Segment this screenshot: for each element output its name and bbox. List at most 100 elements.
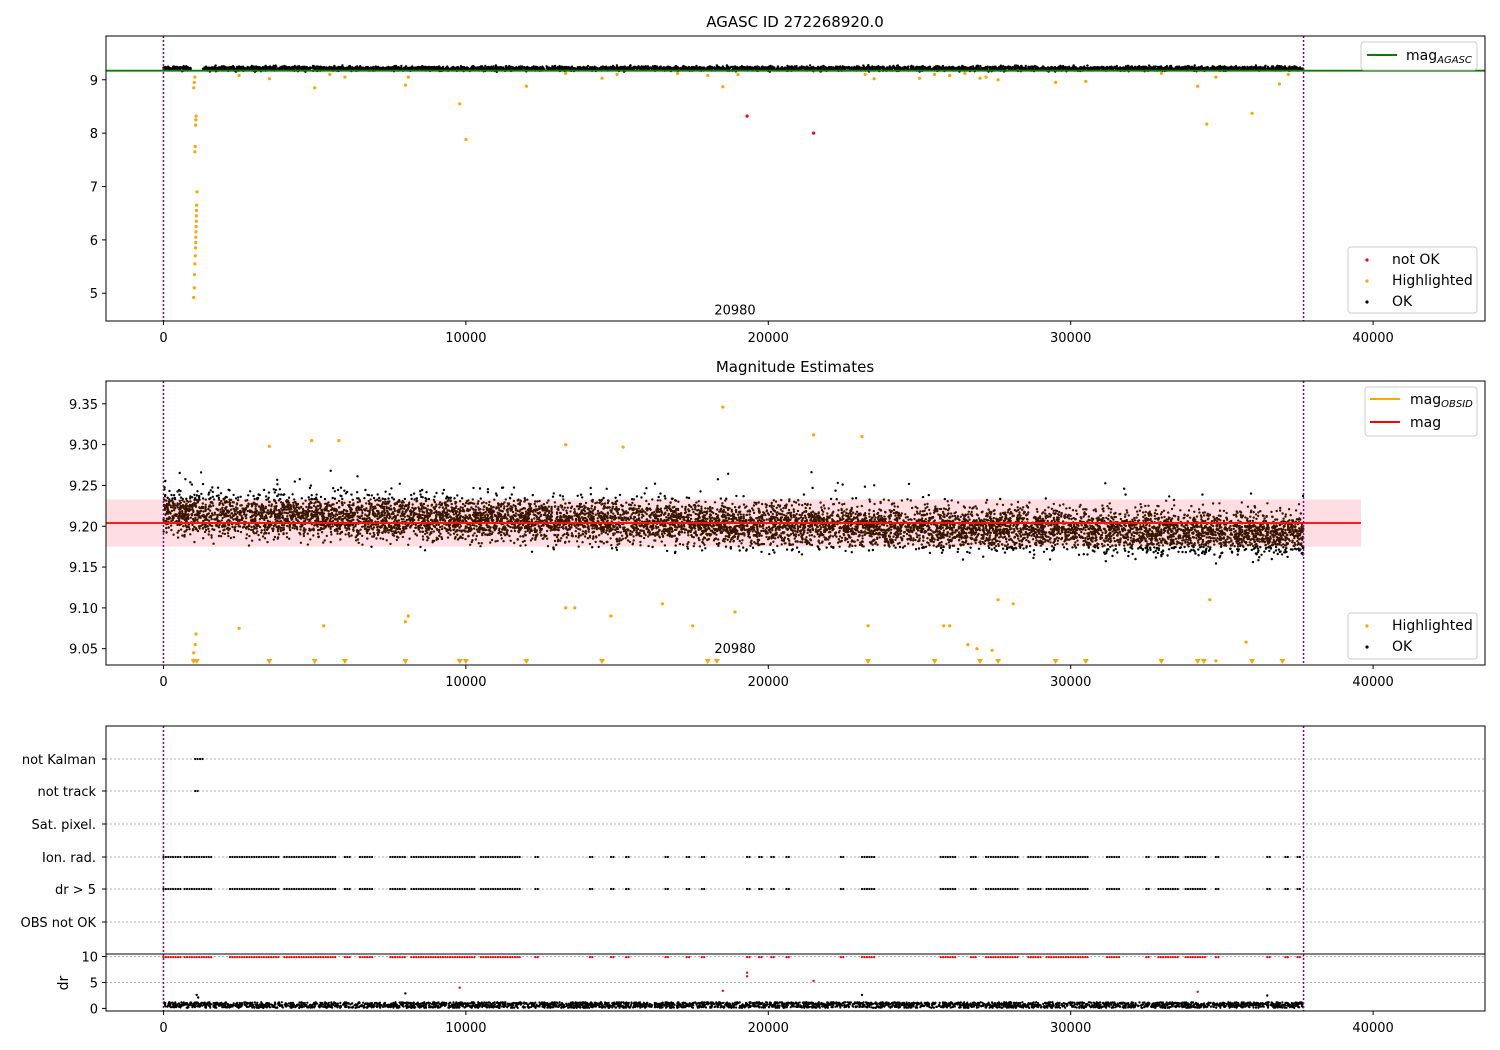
ok-point xyxy=(1105,67,1108,70)
highlighted-point xyxy=(267,77,271,81)
highlighted-point xyxy=(194,114,198,118)
ok-point xyxy=(455,67,459,70)
highlighted-point xyxy=(933,72,937,76)
ok-point xyxy=(414,66,417,70)
ok-point xyxy=(860,67,863,70)
ok-point xyxy=(509,67,512,71)
ok-point xyxy=(719,67,723,70)
ok-point xyxy=(247,66,250,69)
ok-point xyxy=(1225,511,1228,515)
ok-point xyxy=(815,67,819,71)
ok-point xyxy=(857,67,860,71)
ok-point xyxy=(808,64,812,67)
y-tick-label: 9 xyxy=(90,74,98,89)
ok-point xyxy=(715,64,718,67)
ok-point xyxy=(942,66,946,70)
ok-point xyxy=(621,65,624,69)
ok-point xyxy=(658,510,661,514)
ok-point xyxy=(528,66,531,70)
ok-point xyxy=(252,65,256,69)
ok-point xyxy=(406,66,410,70)
highlighted-point xyxy=(193,262,197,266)
ok-point xyxy=(591,546,594,549)
ok-point xyxy=(175,67,179,71)
ok-point xyxy=(1138,65,1141,68)
ok-point xyxy=(852,67,855,70)
highlighted-point xyxy=(194,230,198,234)
ok-point xyxy=(444,67,448,70)
ok-point xyxy=(765,66,768,69)
ok-point xyxy=(653,67,656,70)
ok-point xyxy=(392,66,396,69)
ok-point xyxy=(1152,65,1155,68)
ok-point xyxy=(946,500,949,503)
ok-point xyxy=(526,65,529,69)
ok-point xyxy=(676,65,679,69)
ok-point xyxy=(309,66,313,70)
x-tick-label: 10000 xyxy=(445,331,486,346)
ok-point xyxy=(1212,65,1216,69)
ok-point xyxy=(559,66,562,69)
ok-point xyxy=(232,66,235,69)
ok-point xyxy=(1010,67,1013,70)
ok-point xyxy=(640,66,643,69)
ok-point xyxy=(1125,65,1129,69)
highlighted-point xyxy=(194,214,198,218)
ok-point xyxy=(304,66,307,70)
ok-point xyxy=(512,499,516,503)
ok-point xyxy=(818,67,822,70)
ok-point xyxy=(328,66,332,70)
ok-point xyxy=(1051,66,1055,69)
ok-point xyxy=(599,66,602,70)
ok-point xyxy=(179,67,182,70)
ok-point xyxy=(348,64,351,68)
ok-point xyxy=(519,66,522,70)
ok-point xyxy=(1032,65,1036,69)
ok-point xyxy=(959,67,962,70)
ok-point xyxy=(841,66,844,70)
ok-point xyxy=(704,67,707,70)
ok-point xyxy=(810,67,813,70)
ok-point xyxy=(1216,66,1220,69)
ok-point xyxy=(1278,65,1281,69)
ok-point xyxy=(769,64,772,68)
ok-point xyxy=(1014,64,1017,68)
ok-point xyxy=(784,67,787,70)
highlighted-point xyxy=(194,118,198,122)
ok-point xyxy=(262,67,265,70)
ok-point xyxy=(964,66,967,69)
highlighted-point xyxy=(863,72,867,76)
ok-point xyxy=(313,65,316,68)
ok-point xyxy=(947,512,950,515)
ok-point xyxy=(1144,66,1147,69)
ok-point xyxy=(735,66,739,70)
not-ok-point xyxy=(745,114,749,118)
ok-point xyxy=(787,67,790,70)
ok-point xyxy=(845,66,848,70)
y-tick-label: 7 xyxy=(90,181,98,196)
ok-point xyxy=(565,67,569,70)
ok-point xyxy=(1118,66,1121,70)
ok-point xyxy=(1035,65,1038,68)
ok-point xyxy=(603,65,607,69)
ok-point xyxy=(630,67,633,71)
ok-point xyxy=(341,64,344,67)
panel2-plot: 0 10000 20000 30000 400009.059.109.159.209.2… xyxy=(69,381,1394,690)
highlighted-point xyxy=(978,76,982,80)
ok-point xyxy=(667,65,670,68)
ok-point xyxy=(172,65,175,68)
ok-point xyxy=(490,67,494,71)
ok-point xyxy=(1168,67,1172,71)
ok-point xyxy=(701,66,704,70)
ok-point xyxy=(1002,67,1005,70)
ok-point xyxy=(554,66,557,70)
highlighted-point xyxy=(1205,122,1209,126)
ok-point xyxy=(590,504,594,508)
ok-point xyxy=(165,531,168,534)
ok-point xyxy=(984,66,988,70)
ok-point xyxy=(484,64,487,68)
ok-point xyxy=(1041,67,1044,70)
ok-point xyxy=(438,534,441,538)
ok-point xyxy=(1238,67,1242,70)
highlighted-point xyxy=(193,273,197,277)
